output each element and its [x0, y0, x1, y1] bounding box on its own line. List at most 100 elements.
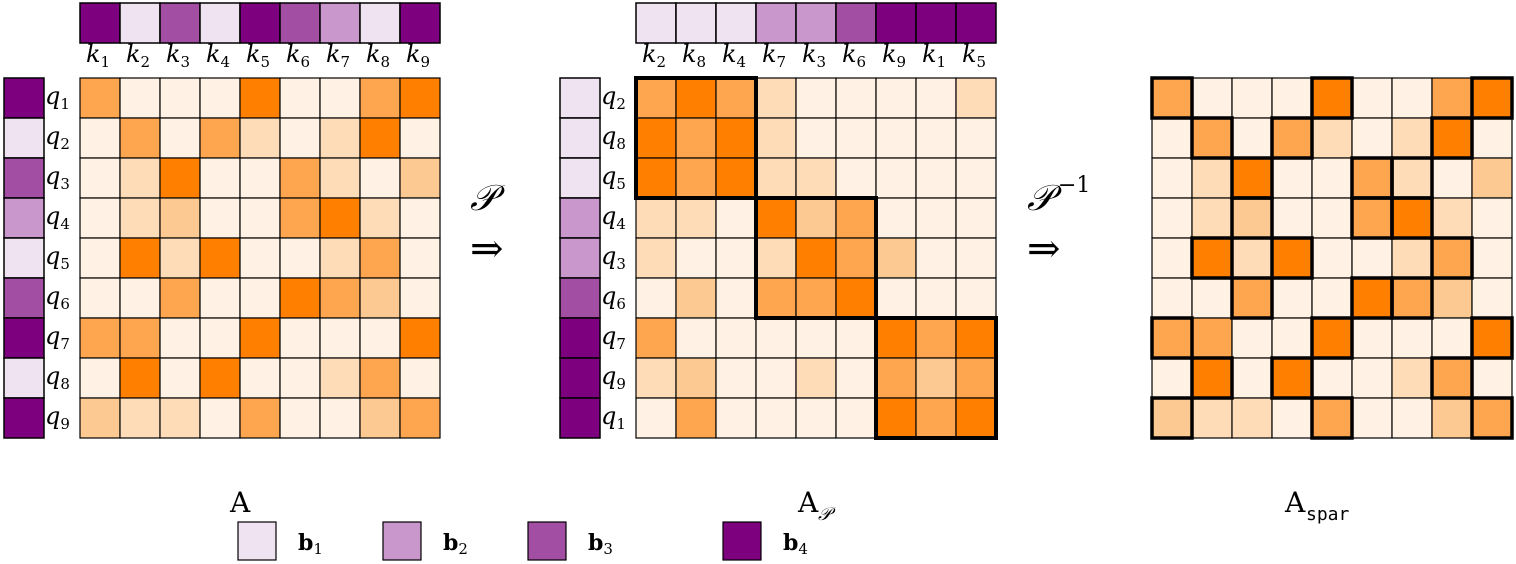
- query-label: q4: [601, 202, 626, 233]
- attention-cell: [1391, 237, 1433, 279]
- query-bucket-cell: [3, 397, 45, 439]
- attention-cell: [1151, 277, 1193, 319]
- attention-cell: [1151, 357, 1193, 399]
- label-main: A: [797, 486, 819, 519]
- attention-cell: [159, 117, 201, 159]
- attention-cell: [119, 77, 161, 119]
- attention-cell: [119, 237, 161, 279]
- implies-arrow: ⇒: [1027, 226, 1061, 272]
- attention-cell: [835, 237, 877, 279]
- legend-swatch-b2: [382, 521, 422, 561]
- attention-cell: [1391, 277, 1433, 319]
- attention-cell: [955, 397, 997, 439]
- block-outline: [634, 76, 758, 200]
- attention-cell: [675, 357, 717, 399]
- attention-cell: [79, 357, 121, 399]
- legend-label-b1: b1: [298, 530, 323, 558]
- attention-cell: [1231, 397, 1273, 439]
- attention-cell: [755, 277, 797, 319]
- attention-cell: [159, 277, 201, 319]
- attention-cell: [1231, 277, 1273, 319]
- attention-cell: [635, 317, 677, 359]
- attention-cell: [755, 77, 797, 119]
- attention-cell: [199, 397, 241, 439]
- attention-cell: [79, 277, 121, 319]
- matrix-a-label: A: [229, 486, 251, 519]
- attention-cell: [119, 317, 161, 359]
- attention-cell: [1351, 157, 1393, 199]
- attention-cell: [1151, 237, 1193, 279]
- attention-cell: [279, 237, 321, 279]
- attention-cell: [715, 397, 757, 439]
- attention-cell: [1311, 157, 1353, 199]
- attention-cell: [399, 397, 441, 439]
- key-bucket-cell: [795, 2, 837, 44]
- query-label: q9: [45, 402, 70, 433]
- attention-cell: [1471, 197, 1513, 239]
- attention-cell: [1271, 317, 1313, 359]
- key-label: k2: [642, 40, 666, 71]
- attention-cell: [955, 157, 997, 199]
- attention-cell: [915, 317, 957, 359]
- attention-cell: [1431, 277, 1473, 319]
- attention-cell: [715, 77, 757, 119]
- attention-cell: [1351, 117, 1393, 159]
- key-label: k6: [842, 40, 866, 71]
- attention-cell: [399, 317, 441, 359]
- key-label: k1: [86, 40, 110, 71]
- attention-cell: [1391, 197, 1433, 239]
- attention-cell: [715, 317, 757, 359]
- attention-cell: [79, 197, 121, 239]
- attention-cell: [955, 357, 997, 399]
- attention-cell: [79, 237, 121, 279]
- key-bucket-cell: [279, 2, 321, 44]
- key-bucket-cell: [835, 2, 877, 44]
- attention-cell: [319, 357, 361, 399]
- matrix-sparse: [1150, 76, 1514, 440]
- attention-cell: [1471, 277, 1513, 319]
- query-bucket-cell: [3, 77, 45, 119]
- attention-cell: [755, 197, 797, 239]
- attention-cell: [875, 237, 917, 279]
- attention-cell: [795, 277, 837, 319]
- attention-cell: [915, 157, 957, 199]
- attention-cell: [1271, 357, 1313, 399]
- attention-cell: [239, 197, 281, 239]
- attention-cell: [715, 277, 757, 319]
- attention-cell: [359, 277, 401, 319]
- implies-arrow: ⇒: [470, 226, 504, 272]
- attention-cell: [755, 117, 797, 159]
- attention-cell: [119, 357, 161, 399]
- attention-cell: [1471, 317, 1513, 359]
- attention-cell: [159, 157, 201, 199]
- key-bucket-cell: [239, 2, 281, 44]
- attention-cell: [1191, 237, 1233, 279]
- key-label: k9: [406, 40, 430, 71]
- legend-label-b3: b3: [588, 530, 613, 558]
- query-label: q8: [601, 122, 626, 153]
- attention-cell: [1151, 317, 1193, 359]
- query-label: q5: [601, 162, 626, 193]
- attention-cell: [1151, 117, 1193, 159]
- same-bucket-outline: [1390, 276, 1434, 320]
- attention-cell: [835, 357, 877, 399]
- attention-cell: [715, 117, 757, 159]
- key-label: k8: [682, 40, 706, 71]
- attention-cell: [1351, 277, 1393, 319]
- attention-cell: [915, 397, 957, 439]
- attention-cell: [635, 77, 677, 119]
- attention-cell: [915, 357, 957, 399]
- same-bucket-outline: [1310, 316, 1354, 360]
- attention-cell: [279, 197, 321, 239]
- attention-cell: [159, 237, 201, 279]
- attention-cell: [795, 77, 837, 119]
- attention-cell: [755, 357, 797, 399]
- attention-cell: [675, 157, 717, 199]
- attention-cell: [955, 197, 997, 239]
- query-bucket-cell: [559, 77, 601, 119]
- attention-cell: [1271, 157, 1313, 199]
- attention-cell: [199, 277, 241, 319]
- matrix-permuted-label: A 𝒫: [797, 486, 836, 525]
- attention-cell: [279, 317, 321, 359]
